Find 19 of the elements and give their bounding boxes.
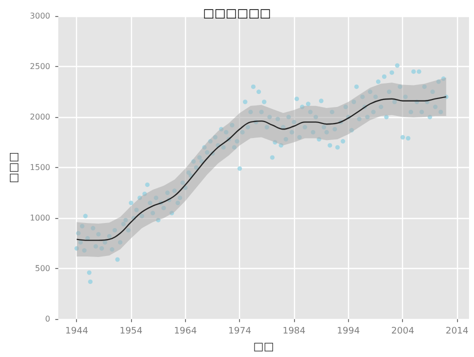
y-tick-label: 0 [45, 314, 50, 324]
x-tick-label: 2014 [446, 326, 469, 337]
y-tick-label: 1500 [30, 163, 50, 172]
x-tick-label: 1994 [336, 326, 360, 337]
x-tick-label: 1954 [120, 326, 143, 337]
y-tick-label: 500 [34, 264, 50, 274]
chart-title: □□□□□□ [202, 6, 272, 20]
x-axis-title: □□ [253, 340, 274, 353]
line-series [76, 96, 447, 241]
y-tick-label: 2000 [30, 112, 50, 122]
x-tick-label: 1964 [174, 326, 198, 337]
y-axis-title: □□□ [7, 152, 20, 184]
x-tick-label: 1974 [228, 326, 252, 337]
x-tick-label: 1984 [282, 326, 306, 337]
y-tick-label: 1000 [30, 214, 50, 223]
y-tick-label: 3000 [30, 12, 50, 20]
x-tick-label: 2004 [391, 326, 414, 337]
x-tick-label: 1944 [65, 326, 88, 337]
y-tick-label: 2500 [30, 62, 50, 72]
